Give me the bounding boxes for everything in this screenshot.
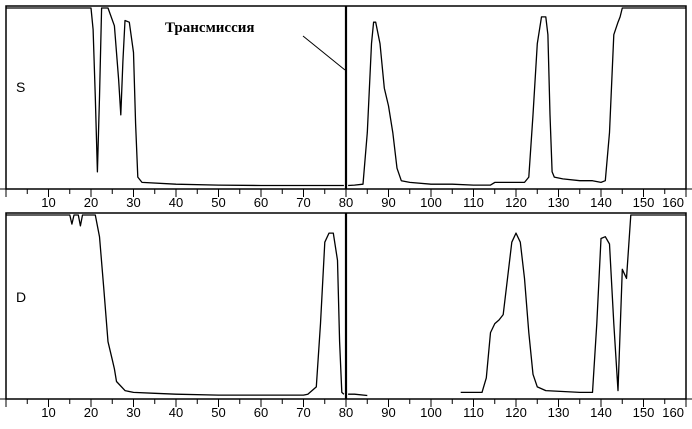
panel-d-label: D	[16, 289, 26, 305]
x-tick-label: 120	[505, 405, 527, 420]
x-tick-label: 70	[296, 195, 310, 210]
panel-s-plot	[6, 6, 686, 189]
x-tick-label: 50	[211, 195, 225, 210]
panel-s: S Трансмиссия	[5, 5, 687, 190]
x-tick-label: 160	[662, 195, 684, 210]
x-tick-label: 70	[296, 405, 310, 420]
annotation-leader	[302, 35, 346, 71]
annotation-label: Трансмиссия	[165, 20, 255, 36]
series-line-segment	[6, 7, 344, 187]
x-tick-label: 130	[548, 405, 570, 420]
x-tick-label: 100	[420, 195, 442, 210]
x-tick-label: 40	[169, 195, 183, 210]
x-tick-label: 40	[169, 405, 183, 420]
x-tick-label: 160	[662, 405, 684, 420]
x-tick-label: 30	[126, 195, 140, 210]
series-line-segment	[348, 7, 686, 187]
x-tick-label: 10	[41, 405, 55, 420]
x-tick-label: 90	[381, 195, 395, 210]
x-tick-label: 20	[84, 195, 98, 210]
x-tick-label: 60	[254, 405, 268, 420]
x-tick-label: 100	[420, 405, 442, 420]
x-tick-label: 30	[126, 405, 140, 420]
x-tick-label: 20	[84, 405, 98, 420]
x-tick-label: 110	[463, 195, 484, 210]
series-line-segment	[6, 214, 345, 396]
x-tick-label: 90	[381, 405, 395, 420]
x-tick-label: 120	[505, 195, 527, 210]
x-tick-label: 80	[339, 405, 353, 420]
x-tick-label: 80	[339, 195, 353, 210]
panel-d-axis: 10 20 30 40 50 60 70 80 90 100 110 120 130 140 150 160	[0, 398, 692, 420]
x-tick-label: 10	[41, 195, 55, 210]
panel-s-axis: 10 20 30 40 50 60 70 80 90 100 110 120 130 140 150 160	[0, 188, 692, 210]
panel-s-label: S	[16, 79, 25, 95]
series-line-segment	[348, 393, 368, 397]
panel-d: D	[5, 212, 687, 400]
x-tick-label: 150	[633, 195, 655, 210]
panel-d-plot	[6, 213, 686, 399]
series-line-segment	[460, 214, 686, 394]
x-tick-label: 50	[211, 405, 225, 420]
x-tick-label: 110	[463, 405, 484, 420]
x-tick-label: 150	[633, 405, 655, 420]
x-tick-label: 140	[590, 195, 612, 210]
x-tick-label: 60	[254, 195, 268, 210]
x-tick-label: 140	[590, 405, 612, 420]
x-tick-label: 130	[548, 195, 570, 210]
